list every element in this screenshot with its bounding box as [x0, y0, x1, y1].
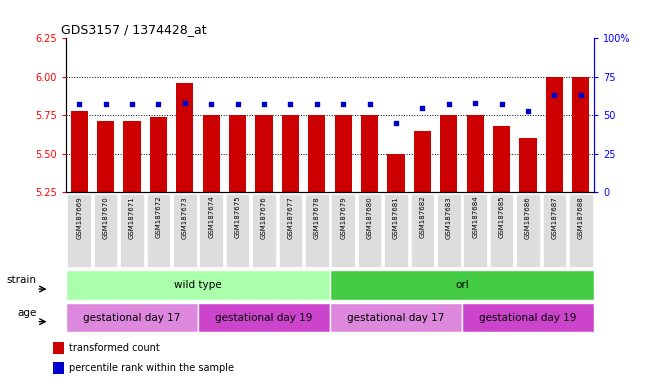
Bar: [282, 115, 299, 192]
Bar: [71, 111, 88, 192]
Text: percentile rank within the sample: percentile rank within the sample: [69, 363, 234, 373]
Point: [100, 101, 111, 108]
Bar: [387, 154, 405, 192]
Point: [259, 101, 269, 108]
Point: [74, 101, 84, 108]
Text: orl: orl: [455, 280, 469, 290]
Text: gestational day 17: gestational day 17: [347, 313, 445, 323]
Text: GSM187669: GSM187669: [76, 196, 82, 238]
FancyBboxPatch shape: [437, 194, 461, 267]
Point: [206, 101, 216, 108]
FancyBboxPatch shape: [490, 194, 513, 267]
Bar: [572, 77, 589, 192]
Point: [285, 101, 296, 108]
Text: gestational day 17: gestational day 17: [83, 313, 181, 323]
Bar: [519, 138, 537, 192]
Text: GSM187674: GSM187674: [208, 196, 214, 238]
FancyBboxPatch shape: [543, 194, 566, 267]
Text: transformed count: transformed count: [69, 343, 160, 353]
Text: GSM187675: GSM187675: [234, 196, 241, 238]
FancyBboxPatch shape: [67, 194, 91, 267]
Bar: [493, 126, 510, 192]
Point: [470, 100, 480, 106]
FancyBboxPatch shape: [384, 194, 408, 267]
Bar: [53, 342, 65, 354]
Bar: [440, 115, 457, 192]
FancyBboxPatch shape: [516, 194, 540, 267]
FancyBboxPatch shape: [198, 303, 330, 333]
FancyBboxPatch shape: [330, 303, 462, 333]
FancyBboxPatch shape: [173, 194, 197, 267]
Point: [576, 92, 586, 98]
Point: [232, 101, 243, 108]
Text: GSM187678: GSM187678: [314, 196, 320, 238]
Bar: [335, 115, 352, 192]
Point: [364, 101, 375, 108]
Bar: [467, 115, 484, 192]
FancyBboxPatch shape: [279, 194, 302, 267]
Text: GSM187672: GSM187672: [155, 196, 162, 238]
Point: [417, 104, 428, 111]
FancyBboxPatch shape: [66, 270, 330, 300]
Bar: [150, 117, 167, 192]
FancyBboxPatch shape: [411, 194, 434, 267]
Bar: [203, 115, 220, 192]
Bar: [546, 77, 563, 192]
FancyBboxPatch shape: [226, 194, 249, 267]
Bar: [229, 115, 246, 192]
Point: [180, 100, 190, 106]
Text: GSM187677: GSM187677: [287, 196, 294, 238]
FancyBboxPatch shape: [463, 194, 487, 267]
Bar: [176, 83, 193, 192]
Bar: [97, 121, 114, 192]
Point: [549, 92, 560, 98]
Text: GSM187681: GSM187681: [393, 196, 399, 238]
Point: [338, 101, 348, 108]
Point: [444, 101, 454, 108]
FancyBboxPatch shape: [252, 194, 276, 267]
FancyBboxPatch shape: [569, 194, 593, 267]
Text: strain: strain: [7, 275, 36, 285]
FancyBboxPatch shape: [94, 194, 117, 267]
FancyBboxPatch shape: [358, 194, 381, 267]
Text: GSM187685: GSM187685: [498, 196, 505, 238]
FancyBboxPatch shape: [305, 194, 329, 267]
Point: [496, 101, 507, 108]
Bar: [308, 115, 325, 192]
Text: GSM187683: GSM187683: [446, 196, 452, 238]
Bar: [361, 115, 378, 192]
Bar: [255, 115, 273, 192]
Bar: [53, 362, 65, 374]
FancyBboxPatch shape: [66, 303, 198, 333]
Bar: [414, 131, 431, 192]
Text: GSM187680: GSM187680: [366, 196, 373, 238]
FancyBboxPatch shape: [199, 194, 223, 267]
Text: GSM187671: GSM187671: [129, 196, 135, 238]
Text: GSM187686: GSM187686: [525, 196, 531, 238]
Text: GDS3157 / 1374428_at: GDS3157 / 1374428_at: [61, 23, 207, 36]
FancyBboxPatch shape: [120, 194, 144, 267]
Text: GSM187673: GSM187673: [182, 196, 188, 238]
Point: [312, 101, 322, 108]
Text: gestational day 19: gestational day 19: [215, 313, 313, 323]
Point: [153, 101, 164, 108]
Text: GSM187676: GSM187676: [261, 196, 267, 238]
Bar: [123, 121, 141, 192]
Text: GSM187684: GSM187684: [472, 196, 478, 238]
FancyBboxPatch shape: [330, 270, 594, 300]
Point: [391, 120, 401, 126]
FancyBboxPatch shape: [462, 303, 594, 333]
FancyBboxPatch shape: [147, 194, 170, 267]
FancyBboxPatch shape: [331, 194, 355, 267]
Text: wild type: wild type: [174, 280, 222, 290]
Point: [523, 108, 533, 114]
Text: GSM187679: GSM187679: [340, 196, 347, 238]
Text: GSM187682: GSM187682: [419, 196, 426, 238]
Point: [127, 101, 137, 108]
Text: gestational day 19: gestational day 19: [479, 313, 577, 323]
Text: age: age: [17, 308, 36, 318]
Text: GSM187687: GSM187687: [551, 196, 558, 238]
Text: GSM187688: GSM187688: [578, 196, 584, 238]
Text: GSM187670: GSM187670: [102, 196, 109, 238]
